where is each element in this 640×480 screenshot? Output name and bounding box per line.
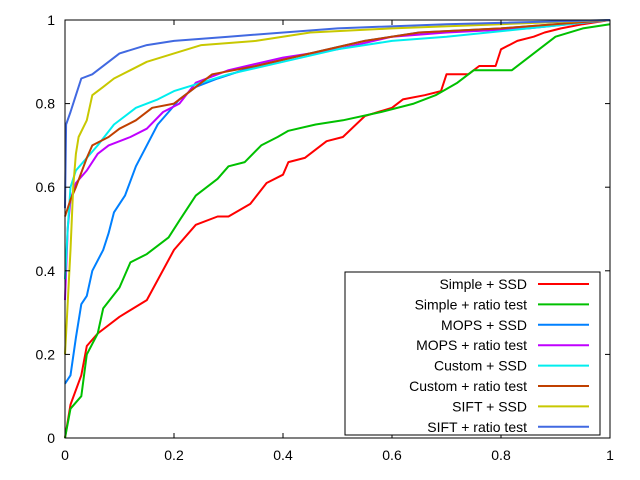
x-tick-label: 0.6 <box>382 447 402 463</box>
series-line-simple-ssd <box>64 19 611 439</box>
legend-label: SIFT + ratio test <box>427 419 527 435</box>
plot-frame <box>64 19 611 439</box>
y-tick-label: 0.8 <box>36 96 56 112</box>
y-tick-label: 0.2 <box>36 346 56 362</box>
legend-label: MOPS + ratio test <box>416 337 527 353</box>
x-tick-label: 0.8 <box>491 447 511 463</box>
series-line-custom-ratio-test <box>64 19 611 217</box>
x-tick-label: 0.2 <box>164 447 184 463</box>
series-line-sift-ssd <box>64 19 611 355</box>
y-tick-label: 1 <box>47 12 55 28</box>
x-tick-label: 0.4 <box>273 447 293 463</box>
legend-label: Custom + SSD <box>434 358 527 374</box>
legend: Simple + SSD Simple + ratio test MOPS + SS… <box>344 271 601 436</box>
legend-label: Simple + SSD <box>439 276 527 292</box>
legend-label: SIFT + SSD <box>452 398 527 414</box>
legend-box <box>344 271 601 436</box>
axis-ticks: 0 0.2 0.4 0.6 0.8 1 0 0.2 0.4 0.6 0.8 1 <box>36 12 615 463</box>
y-tick-label: 0.6 <box>36 179 56 195</box>
y-tick-label: 0.4 <box>36 263 56 279</box>
curves <box>64 19 611 439</box>
legend-label: Custom + ratio test <box>409 378 527 394</box>
legend-label: Simple + ratio test <box>415 296 528 312</box>
legend-label: MOPS + SSD <box>441 317 527 333</box>
series-line-sift-ratio-test <box>64 19 611 209</box>
x-tick-label: 0 <box>61 447 69 463</box>
x-tick-label: 1 <box>606 447 614 463</box>
series-line-custom-ssd <box>64 19 611 280</box>
y-tick-label: 0 <box>47 430 55 446</box>
series-line-simple-ratio-test <box>64 23 611 439</box>
